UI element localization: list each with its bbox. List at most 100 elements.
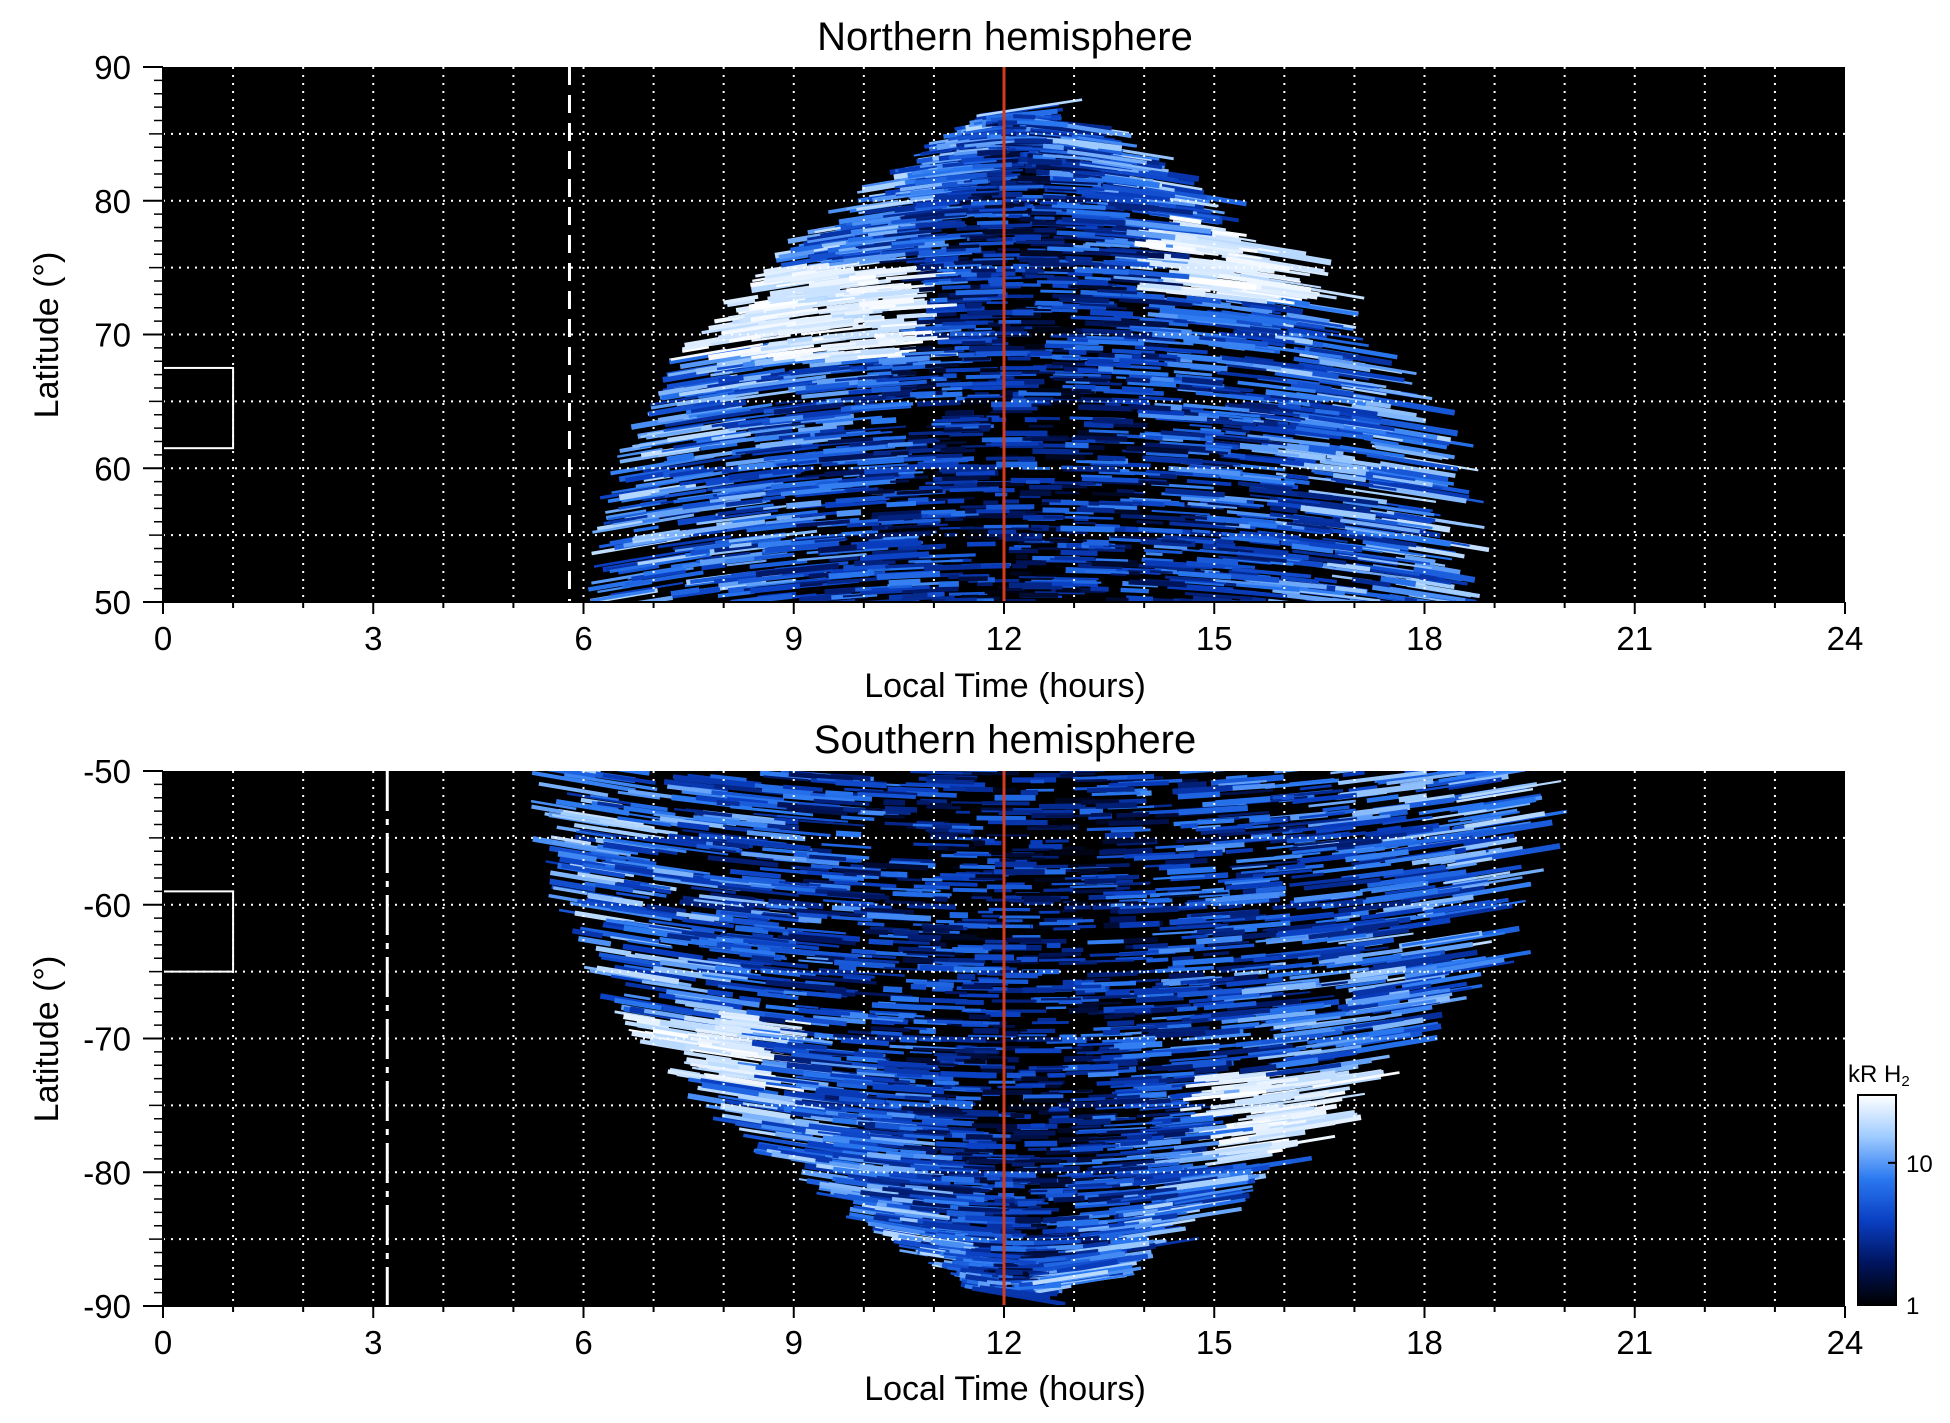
emission-streak xyxy=(1032,326,1076,333)
emission-streak xyxy=(857,457,904,466)
emission-streak xyxy=(899,1036,917,1043)
emission-streak xyxy=(1273,1027,1332,1040)
emission-streak xyxy=(1114,1165,1183,1176)
emission-streak xyxy=(1189,461,1222,470)
emission-streak xyxy=(643,565,687,577)
emission-streak xyxy=(1215,796,1271,806)
emission-streak xyxy=(1366,794,1399,804)
emission-streak xyxy=(690,573,738,584)
emission-streak xyxy=(1275,863,1306,871)
emission-streak xyxy=(936,268,954,272)
emission-streak xyxy=(1119,904,1163,911)
emission-streak xyxy=(538,781,609,798)
emission-streak xyxy=(1231,964,1276,971)
emission-streak xyxy=(1200,1142,1273,1156)
emission-streak xyxy=(871,1002,932,1012)
emission-streak xyxy=(887,939,931,945)
emission-streak xyxy=(707,989,734,998)
emission-streak xyxy=(682,829,768,842)
emission-streak xyxy=(1097,874,1119,880)
emission-streak xyxy=(1110,903,1126,908)
emission-streak xyxy=(891,235,967,246)
emission-streak xyxy=(1458,780,1562,799)
emission-streak xyxy=(776,814,849,823)
emission-streak xyxy=(1352,984,1397,997)
emission-streak xyxy=(925,779,974,785)
panel-title: Southern hemisphere xyxy=(814,718,1196,762)
emission-streak xyxy=(546,771,597,779)
emission-streak xyxy=(1172,956,1234,967)
emission-streak xyxy=(885,562,933,569)
emission-streak xyxy=(945,781,986,788)
emission-streak xyxy=(684,1044,724,1056)
emission-streak xyxy=(1053,927,1081,931)
heatmap-area xyxy=(162,67,1845,613)
emission-streak xyxy=(877,1143,899,1149)
emission-streak xyxy=(1077,1063,1119,1071)
emission-streak xyxy=(1386,952,1441,965)
emission-streak xyxy=(1267,961,1313,971)
emission-streak xyxy=(921,877,943,882)
emission-streak xyxy=(741,851,807,862)
emission-streak xyxy=(1116,488,1135,495)
emission-streak xyxy=(828,570,870,580)
emission-streak xyxy=(1190,1104,1280,1120)
emission-streak xyxy=(650,481,734,497)
emission-streak xyxy=(949,957,986,965)
emission-streak xyxy=(1196,927,1234,935)
emission-streak xyxy=(1051,303,1107,310)
emission-streak xyxy=(1096,1098,1144,1106)
emission-streak xyxy=(1067,270,1093,277)
emission-streak xyxy=(927,591,945,597)
emission-streak xyxy=(1268,969,1312,979)
emission-streak xyxy=(647,424,702,437)
emission-streak xyxy=(1286,312,1330,324)
emission-streak xyxy=(1237,822,1260,827)
emission-streak xyxy=(1176,1005,1198,1012)
emission-streak xyxy=(1077,869,1098,875)
emission-streak xyxy=(721,1113,763,1124)
emission-streak xyxy=(931,986,953,992)
emission-streak xyxy=(864,1073,883,1079)
emission-streak xyxy=(1126,229,1176,241)
emission-streak xyxy=(763,775,809,782)
emission-streak xyxy=(599,819,636,828)
emission-streak xyxy=(1283,477,1310,486)
emission-streak xyxy=(1447,856,1493,868)
emission-streak xyxy=(825,790,854,798)
emission-streak xyxy=(789,272,838,285)
emission-streak xyxy=(857,921,885,927)
emission-streak xyxy=(1197,976,1234,984)
emission-streak xyxy=(557,808,644,827)
emission-streak xyxy=(1217,811,1269,818)
emission-streak xyxy=(1110,337,1137,344)
emission-streak xyxy=(859,789,918,797)
emission-streak xyxy=(1104,403,1122,408)
emission-streak xyxy=(1256,1134,1286,1142)
emission-streak xyxy=(718,322,804,340)
emission-streak xyxy=(856,1068,897,1076)
emission-streak xyxy=(720,481,784,493)
emission-streak xyxy=(821,874,865,881)
emission-streak xyxy=(1024,1098,1068,1103)
emission-streak xyxy=(1281,606,1343,613)
emission-streak xyxy=(1082,994,1138,1000)
emission-streak xyxy=(1058,999,1083,1005)
emission-streak xyxy=(941,853,978,858)
emission-streak xyxy=(1191,917,1246,924)
emission-streak xyxy=(822,1135,850,1145)
emission-streak xyxy=(1165,857,1208,866)
x-tick-label: 12 xyxy=(986,620,1023,657)
emission-streak xyxy=(962,918,997,922)
emission-streak xyxy=(735,444,802,455)
emission-streak xyxy=(1115,886,1131,891)
emission-streak xyxy=(658,992,743,1010)
emission-streak xyxy=(729,972,792,984)
emission-streak xyxy=(755,562,840,578)
emission-streak xyxy=(868,488,895,495)
emission-streak xyxy=(1118,798,1147,805)
emission-streak xyxy=(1233,329,1276,340)
emission-streak xyxy=(1313,577,1338,584)
emission-streak xyxy=(1087,971,1138,978)
emission-streak xyxy=(1148,301,1176,310)
